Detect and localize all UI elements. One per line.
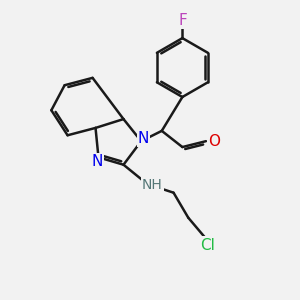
Text: N: N bbox=[91, 154, 103, 169]
Text: F: F bbox=[178, 13, 187, 28]
Text: NH: NH bbox=[142, 178, 163, 192]
Text: N: N bbox=[138, 131, 149, 146]
Text: O: O bbox=[208, 134, 220, 149]
Text: Cl: Cl bbox=[200, 238, 215, 253]
